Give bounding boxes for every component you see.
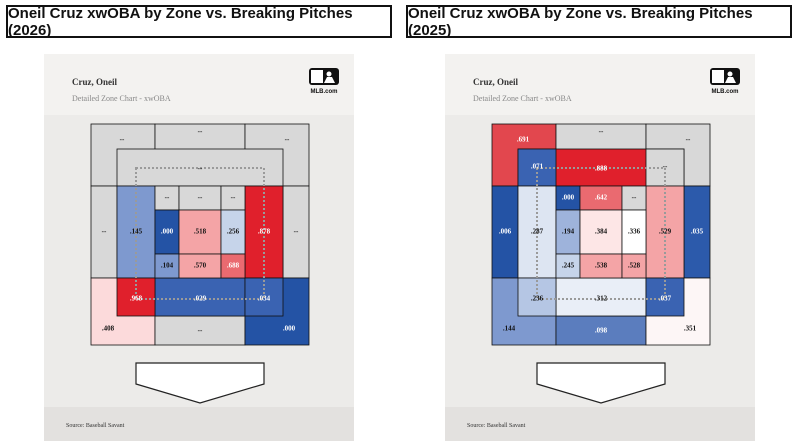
mlb-logo-text: MLB.com (311, 89, 338, 95)
zone-value-heart-5: .518 (194, 228, 207, 236)
mlb-logo-icon: MLB.com (309, 68, 339, 95)
zone-value-shadow-top: -- (198, 165, 203, 173)
zone-value-right-outer: -- (294, 228, 299, 236)
zone-value-tr-outer: -- (686, 136, 691, 144)
zone-cell-heart-4 (154, 209, 180, 255)
player-name: Cruz, Oneil (473, 77, 518, 87)
zone-value-shadow-right: .878 (258, 228, 271, 236)
zone-value-bl-outer: .408 (102, 325, 115, 333)
source-note: Source: Baseball Savant (66, 423, 125, 429)
zone-value-br-outer: .000 (283, 325, 296, 333)
zone-cell-bottom-outer (154, 315, 246, 346)
zone-value-heart-9: .688 (227, 262, 240, 270)
zone-cell-heart-8 (178, 253, 222, 279)
chart-title-2026: Oneil Cruz xwOBA by Zone vs. Breaking Pi… (6, 5, 392, 39)
zone-cell-bottom-outer (555, 315, 647, 346)
zone-value-tr-outer: -- (285, 136, 290, 144)
zone-cell-right-outer (282, 185, 310, 279)
zone-value-heart-2: -- (198, 194, 203, 202)
zone-cell-shadow-tr (645, 148, 685, 187)
zone-value-heart-4: .194 (562, 228, 575, 236)
zone-value-bottom-outer: .098 (595, 327, 608, 335)
zone-value-top-outer: -- (599, 128, 604, 136)
zone-value-tl-outer: .691 (517, 136, 530, 144)
zone-value-heart-3: -- (231, 194, 236, 202)
chart-title-2025: Oneil Cruz xwOBA by Zone vs. Breaking Pi… (406, 5, 792, 39)
zone-value-shadow-top: .888 (595, 165, 608, 173)
zone-cell-heart-8 (579, 253, 623, 279)
zone-cell-left-outer (90, 185, 118, 279)
zone-cell-heart-5 (178, 209, 222, 255)
zone-cell-heart-6 (621, 209, 647, 255)
zone-value-heart-9: .528 (628, 262, 641, 270)
home-plate (135, 362, 265, 404)
zone-value-left-outer: .006 (499, 228, 512, 236)
home-plate (536, 362, 666, 404)
zone-value-heart-6: .336 (628, 228, 641, 236)
zone-cell-heart-9 (220, 253, 246, 279)
zone-value-heart-8: .570 (194, 262, 207, 270)
zone-value-shadow-br: .037 (659, 295, 672, 303)
chart-subtitle: Detailed Zone Chart - xwOBA (72, 94, 171, 103)
zone-cell-heart-3 (621, 185, 647, 211)
zone-cell-heart-6 (220, 209, 246, 255)
zone-value-heart-7: .104 (161, 262, 174, 270)
zone-value-heart-8: .538 (595, 262, 608, 270)
zone-chart-2026: Cruz, Oneil Detailed Zone Chart - xwOBA ML… (44, 54, 354, 441)
strike-zone-outline (135, 167, 265, 300)
chart-footer (445, 407, 755, 441)
zone-value-shadow-right: .529 (659, 228, 672, 236)
zone-value-shadow-bottom: .312 (595, 295, 608, 303)
zone-value-heart-1: .000 (562, 194, 575, 202)
player-name: Cruz, Oneil (72, 77, 117, 87)
zone-value-shadow-bottom: .029 (194, 295, 207, 303)
chart-header (445, 54, 755, 115)
strike-zone-outline (536, 167, 666, 300)
zone-value-top-outer: -- (198, 128, 203, 136)
zone-value-shadow-tl: .071 (531, 163, 544, 171)
zone-value-heart-1: -- (165, 194, 170, 202)
chart-subtitle: Detailed Zone Chart - xwOBA (473, 94, 572, 103)
zone-cell-shadow-bottom (154, 277, 246, 317)
mlb-logo-text: MLB.com (712, 89, 739, 95)
zone-value-bl-outer: .144 (503, 325, 516, 333)
chart-footer (44, 407, 354, 441)
zone-value-shadow-tr: -- (663, 163, 668, 171)
zone-value-shadow-br: .034 (258, 295, 271, 303)
zone-value-shadow-bl: .968 (130, 295, 143, 303)
zone-value-heart-6: .256 (227, 228, 240, 236)
zone-cell-heart-1 (154, 185, 180, 211)
chart-header (44, 54, 354, 115)
source-note: Source: Baseball Savant (467, 423, 526, 429)
zone-chart-2025: Cruz, Oneil Detailed Zone Chart - xwOBA ML… (445, 54, 755, 441)
zone-value-left-outer: -- (102, 228, 107, 236)
zone-cell-heart-4 (555, 209, 581, 255)
zone-value-shadow-bl: .236 (531, 295, 544, 303)
zone-value-heart-3: -- (632, 194, 637, 202)
zone-value-bottom-outer: -- (198, 327, 203, 335)
zone-value-heart-5: .384 (595, 228, 608, 236)
zone-cell-heart-9 (621, 253, 647, 279)
zone-value-br-outer: .351 (684, 325, 697, 333)
zone-value-heart-2: .642 (595, 194, 608, 202)
zone-value-heart-7: .245 (562, 262, 575, 270)
mlb-logo-icon: MLB.com (710, 68, 740, 95)
zone-value-shadow-left: .287 (531, 228, 544, 236)
zone-value-right-outer: .035 (691, 228, 704, 236)
zone-value-heart-4: .000 (161, 228, 174, 236)
zone-value-shadow-left: .145 (130, 228, 143, 236)
zone-value-tl-outer: -- (120, 136, 125, 144)
zone-cell-heart-7 (154, 253, 180, 279)
